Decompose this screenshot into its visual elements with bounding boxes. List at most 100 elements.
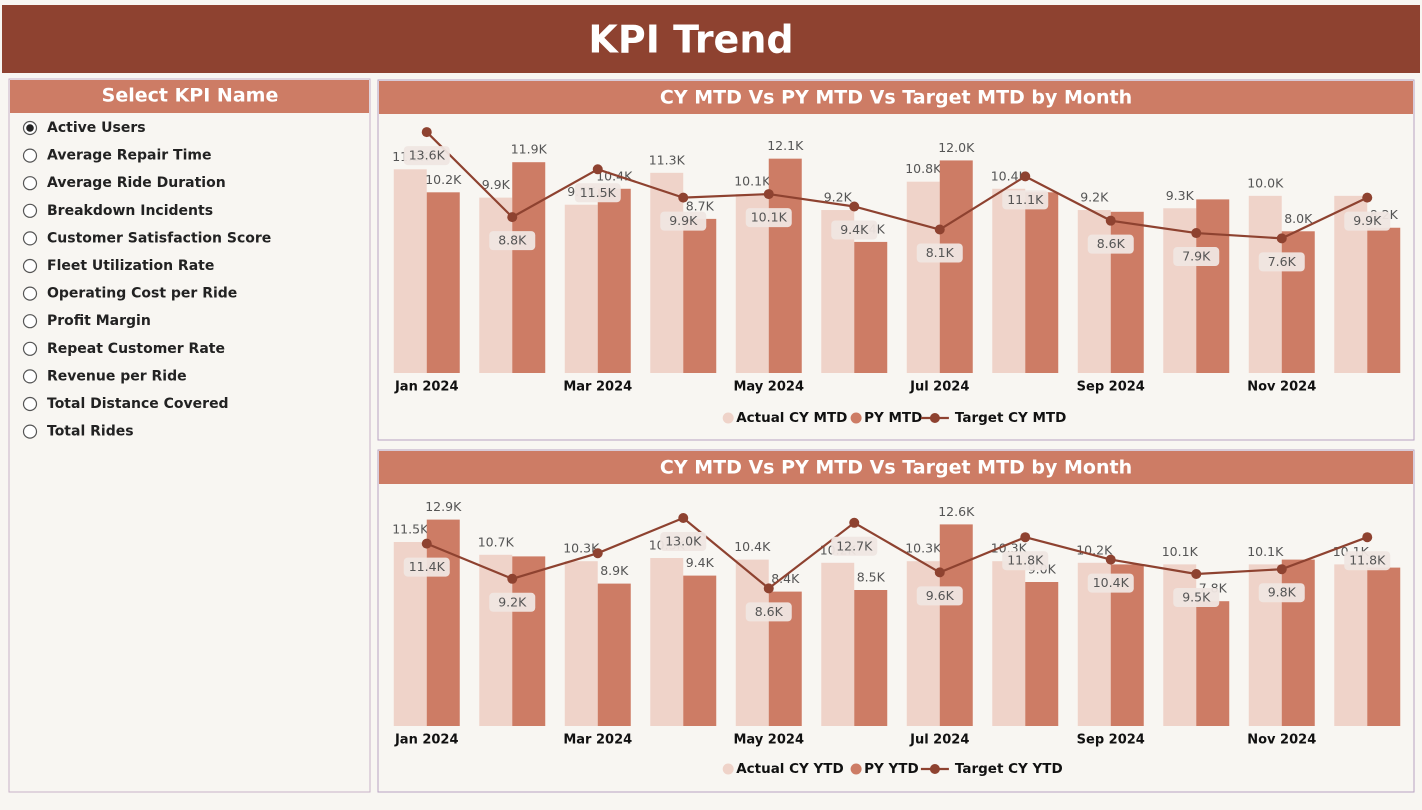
line-marker: [1105, 554, 1116, 565]
line-marker: [763, 583, 774, 594]
slicer-option[interactable]: Customer Satisfaction Score: [47, 230, 271, 246]
line-marker: [1362, 532, 1373, 543]
slicer-option[interactable]: Breakdown Incidents: [47, 203, 213, 219]
radio-button[interactable]: [22, 396, 38, 412]
bar: [597, 583, 631, 726]
slicer-option[interactable]: Fleet Utilization Rate: [47, 258, 214, 274]
bar: [1334, 564, 1368, 726]
line-marker: [1362, 192, 1373, 203]
data-label: 10.3K: [905, 541, 942, 556]
data-label: 11.8K: [1007, 553, 1044, 568]
line: [425, 131, 1368, 240]
legend-label: Actual CY YTD: [736, 761, 844, 777]
slicer-option[interactable]: Repeat Customer Rate: [47, 341, 225, 357]
data-label-box: [1173, 247, 1220, 267]
data-label-box: [831, 220, 878, 240]
line-marker: [763, 189, 774, 200]
data-label: 9.2K: [1080, 190, 1109, 205]
radio-button[interactable]: [22, 424, 38, 439]
line-marker: [1020, 532, 1031, 543]
bar: [906, 561, 940, 726]
radio-button[interactable]: [22, 203, 38, 218]
bar: [650, 558, 684, 726]
chart-title: CY MTD Vs PY MTD Vs Target MTD by Month: [660, 457, 1132, 479]
data-label-box: [1087, 234, 1134, 254]
data-label: 10.8K: [905, 161, 942, 176]
data-label: 10.7K: [478, 534, 515, 549]
data-label: 9.6K: [926, 588, 955, 603]
radio-button[interactable]: [22, 369, 38, 384]
data-label-box: [1344, 211, 1391, 231]
data-label: 10.1K: [1162, 544, 1199, 559]
data-label: 8.7K: [686, 198, 715, 213]
line-marker: [592, 548, 603, 559]
data-label: 7.6K: [1268, 254, 1297, 269]
slicer-option[interactable]: Operating Cost per Ride: [47, 286, 237, 302]
slicer-option[interactable]: Revenue per Ride: [47, 368, 187, 384]
data-label: 10.1K: [734, 174, 771, 189]
bar: [992, 561, 1026, 726]
data-label: 8.6K: [1097, 236, 1126, 251]
data-label-box: [831, 536, 878, 556]
x-tick-label: Sep 2024: [1077, 733, 1145, 748]
radio-button[interactable]: [22, 314, 38, 329]
line-marker: [849, 201, 860, 212]
data-label: 9.4K: [686, 555, 715, 570]
slicer-option[interactable]: Average Ride Duration: [47, 175, 226, 191]
bar: [1196, 199, 1230, 373]
line-marker: [934, 224, 945, 235]
data-label: 13.6K: [409, 148, 446, 163]
slicer-option[interactable]: Profit Margin: [47, 313, 151, 329]
chart-title-bar: [379, 81, 1413, 114]
radio-button[interactable]: [22, 148, 38, 163]
radio-button[interactable]: [22, 341, 38, 356]
bar: [939, 524, 973, 726]
bar: [683, 218, 717, 373]
bar: [1367, 567, 1401, 726]
line-marker: [1191, 569, 1202, 579]
slicer-option[interactable]: Total Rides: [47, 424, 134, 440]
line-marker: [678, 513, 689, 523]
bar: [512, 162, 546, 373]
x-tick-label: Jul 2024: [909, 733, 969, 748]
data-label: 7.9K: [1182, 249, 1211, 264]
slicer-option[interactable]: Average Repair Time: [47, 148, 211, 164]
slicer-option[interactable]: Total Distance Covered: [47, 396, 229, 412]
x-tick-label: Jul 2024: [909, 380, 969, 395]
x-tick-label: Nov 2024: [1247, 380, 1316, 395]
line-marker: [507, 212, 518, 223]
bar: [1163, 208, 1197, 373]
line-marker: [1105, 215, 1116, 226]
legend-label: PY YTD: [864, 761, 919, 777]
radio-button[interactable]: [22, 258, 38, 274]
line-marker: [592, 164, 603, 175]
legend-label: Target CY MTD: [955, 410, 1066, 426]
bar: [768, 158, 802, 373]
data-label: 12.1K: [767, 138, 804, 153]
legend-swatch: [929, 413, 940, 423]
bar: [854, 590, 888, 726]
data-label: 12.9K: [425, 499, 462, 514]
radio-button[interactable]: [22, 176, 38, 191]
line-marker: [849, 517, 860, 528]
x-tick-label: Mar 2024: [563, 380, 632, 395]
data-label: 12.0K: [938, 140, 975, 155]
slicer-option[interactable]: Active Users: [47, 120, 146, 136]
data-label: 9.3K: [1166, 188, 1195, 203]
bar: [479, 554, 513, 726]
radio-button[interactable]: [22, 231, 38, 246]
bar: [512, 556, 546, 726]
chart-panel: [377, 449, 1415, 793]
bar: [939, 160, 973, 373]
legend-swatch: [929, 764, 940, 774]
data-label-box: [745, 208, 792, 228]
data-label: 8.8K: [498, 233, 527, 248]
data-label-box: [916, 243, 963, 263]
bar: [1025, 582, 1059, 726]
x-tick-label: Nov 2024: [1247, 733, 1316, 748]
radio-button[interactable]: [22, 286, 38, 301]
data-label-box: [403, 557, 450, 577]
data-label: 10.0K: [1247, 175, 1284, 190]
x-tick-label: Sep 2024: [1077, 380, 1145, 395]
bar: [821, 562, 855, 726]
